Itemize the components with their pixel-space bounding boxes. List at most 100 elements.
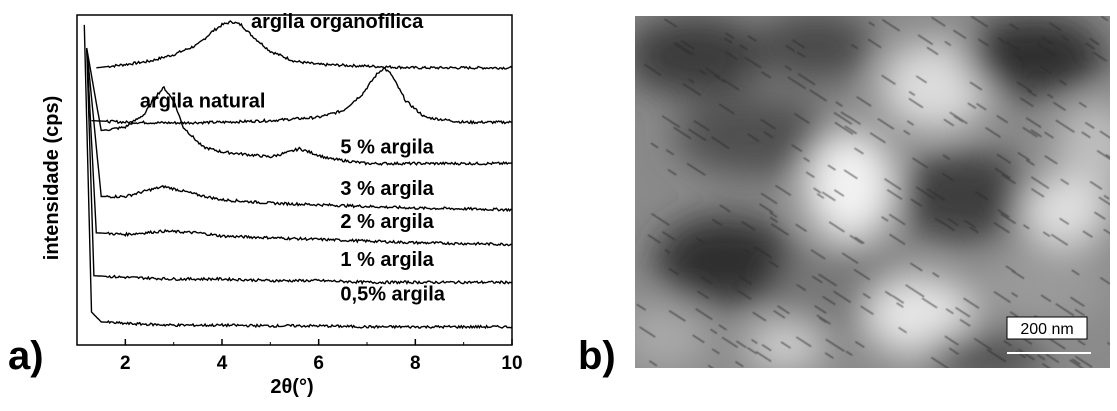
afm-streak bbox=[942, 172, 954, 181]
afm-streak bbox=[673, 42, 692, 55]
afm-streak bbox=[1081, 131, 1091, 139]
x-tick-label: 10 bbox=[501, 353, 522, 374]
afm-streak bbox=[741, 220, 756, 231]
x-tick-label: 2 bbox=[120, 353, 131, 374]
afm-streak bbox=[1078, 101, 1087, 108]
afm-streak bbox=[947, 218, 959, 227]
afm-streak bbox=[1045, 353, 1060, 364]
afm-streak bbox=[1075, 355, 1093, 368]
afm-streak bbox=[797, 73, 816, 86]
afm-streak bbox=[1039, 65, 1052, 75]
afm-streak bbox=[648, 360, 658, 367]
afm-streak bbox=[662, 231, 676, 241]
afm-streak bbox=[1100, 16, 1109, 22]
afm-streak bbox=[687, 78, 695, 84]
series-line-5 bbox=[86, 47, 513, 286]
afm-streak bbox=[970, 16, 989, 28]
series-label-6: 0,5% argila bbox=[340, 283, 445, 305]
afm-streak bbox=[1085, 42, 1095, 50]
afm-streak bbox=[932, 272, 940, 278]
afm-streak bbox=[665, 149, 675, 156]
afm-streak bbox=[833, 189, 845, 197]
series-label-2: 5 % argila bbox=[340, 137, 434, 159]
afm-streak bbox=[1071, 358, 1081, 365]
afm-streak bbox=[940, 220, 956, 232]
afm-streak bbox=[647, 234, 662, 244]
afm-streak bbox=[1009, 23, 1019, 31]
afm-streak bbox=[1055, 303, 1075, 317]
afm-streak bbox=[1036, 43, 1056, 57]
afm-streak bbox=[707, 364, 714, 368]
afm-streak bbox=[700, 276, 713, 285]
afm-streak bbox=[945, 308, 954, 315]
afm-streak bbox=[769, 260, 779, 268]
afm-streak bbox=[1098, 196, 1110, 206]
afm-streak bbox=[1016, 81, 1033, 93]
afm-streak bbox=[699, 69, 707, 75]
afm-streak bbox=[664, 249, 671, 254]
afm-streak bbox=[905, 284, 925, 298]
afm-streak bbox=[769, 211, 778, 218]
x-tick-label: 4 bbox=[217, 353, 228, 374]
afm-streak bbox=[862, 292, 871, 299]
afm-streak bbox=[673, 126, 692, 140]
afm-streak bbox=[803, 157, 810, 163]
afm-streak bbox=[773, 309, 786, 319]
afm-streak bbox=[1059, 217, 1070, 225]
afm-streak bbox=[664, 18, 678, 28]
afm-streak bbox=[994, 167, 1011, 179]
afm-streak bbox=[1044, 155, 1058, 165]
afm-streak bbox=[973, 337, 993, 351]
afm-streak bbox=[1013, 53, 1023, 61]
afm-streak bbox=[969, 226, 979, 234]
afm-streak bbox=[761, 71, 772, 79]
afm-streak bbox=[1103, 194, 1110, 200]
afm-streak bbox=[725, 50, 738, 60]
afm-streak bbox=[985, 127, 1001, 138]
afm-streak bbox=[1055, 119, 1075, 133]
afm-streak bbox=[1089, 37, 1100, 46]
afm-streak bbox=[1027, 89, 1037, 97]
series-label-3: 3 % argila bbox=[340, 178, 434, 200]
afm-streak bbox=[1030, 188, 1045, 198]
afm-streak bbox=[651, 212, 670, 226]
afm-streak bbox=[713, 74, 726, 83]
scale-bar-box bbox=[1006, 316, 1088, 340]
xrd-chart-svg: 2 4 6 8 10 argila organofílica argila natural… bbox=[41, 11, 523, 398]
afm-streak bbox=[854, 340, 865, 348]
afm-streak bbox=[854, 236, 865, 244]
x-axis-label: 2θ(°) bbox=[270, 376, 313, 398]
x-tick-label: 8 bbox=[410, 353, 421, 374]
afm-streak bbox=[827, 164, 836, 171]
afm-streak bbox=[1069, 359, 1084, 368]
afm-streak bbox=[908, 91, 916, 96]
afm-streak bbox=[661, 115, 681, 128]
afm-streak bbox=[926, 46, 939, 56]
afm-streak bbox=[963, 297, 980, 309]
afm-streak bbox=[787, 76, 807, 90]
afm-streak bbox=[845, 350, 853, 357]
afm-streak bbox=[915, 75, 928, 84]
afm-streak bbox=[833, 111, 853, 125]
afm-streak bbox=[780, 341, 792, 349]
afm-streak bbox=[877, 118, 895, 130]
afm-streak bbox=[1070, 296, 1085, 307]
afm-streak bbox=[997, 209, 1010, 218]
afm-streak bbox=[833, 290, 852, 303]
afm-streak bbox=[841, 252, 859, 265]
afm-streak bbox=[793, 112, 810, 124]
afm-streak bbox=[930, 356, 950, 368]
afm-streak bbox=[1089, 180, 1103, 190]
afm-streak bbox=[869, 132, 886, 144]
afm-streak bbox=[997, 37, 1006, 44]
afm-streak bbox=[796, 51, 806, 58]
afm-streak bbox=[695, 308, 713, 321]
afm-streak bbox=[884, 290, 893, 297]
afm-streak bbox=[711, 136, 730, 149]
afm-streak bbox=[867, 38, 882, 49]
afm-streak bbox=[811, 275, 823, 284]
afm-streak bbox=[1105, 153, 1110, 159]
scale-bar-label: 200 nm bbox=[1020, 321, 1073, 338]
afm-streak bbox=[752, 311, 767, 322]
afm-streak bbox=[747, 347, 758, 355]
